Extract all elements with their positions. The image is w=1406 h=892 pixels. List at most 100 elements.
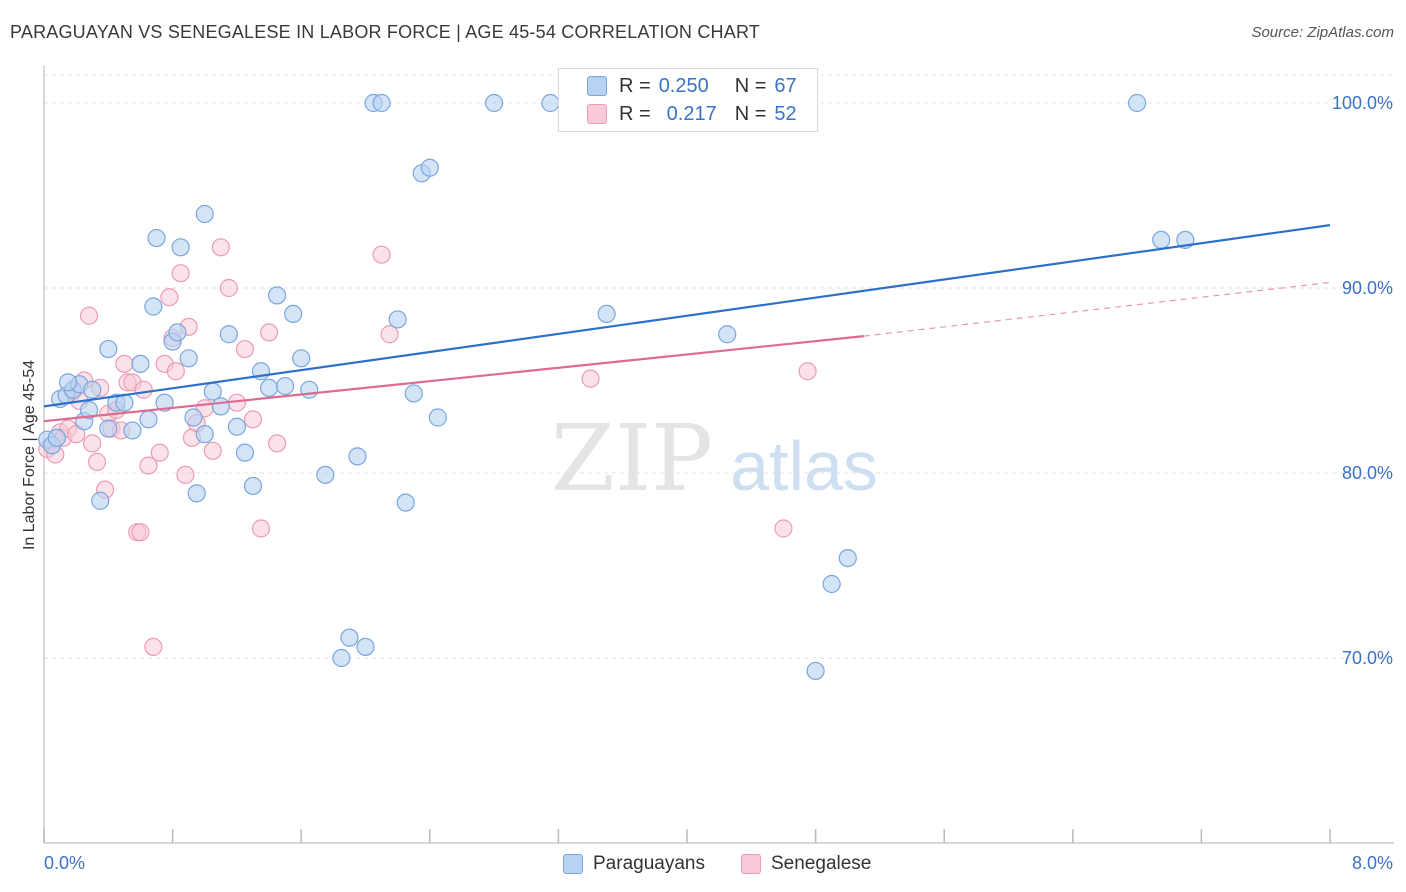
- grid-lines: [44, 74, 1394, 659]
- paraguayans-point: [91, 491, 110, 510]
- senegalese-point: [251, 519, 271, 538]
- senegalese-point: [160, 288, 179, 307]
- paraguayans-point: [420, 158, 439, 177]
- senegalese-point: [372, 245, 391, 264]
- paraguayans-point: [276, 376, 295, 396]
- y-tick-label: 80.0%: [1342, 463, 1393, 483]
- senegalese-point: [79, 306, 99, 325]
- paraguayans-point: [139, 410, 158, 429]
- bottom-legend-swatch-paraguayans: [563, 854, 583, 874]
- paraguayans-point: [123, 421, 142, 440]
- paraguayans-point: [144, 297, 163, 316]
- legend-row-paraguayans: R = 0.250 N = 67: [587, 73, 797, 99]
- paraguayans-point: [485, 93, 504, 113]
- paraguayans-point: [179, 349, 198, 368]
- paraguayans-point: [79, 401, 99, 420]
- paraguayans-point: [597, 304, 616, 323]
- senegalese-point: [144, 637, 163, 657]
- paraguayans-point: [195, 425, 214, 444]
- paraguayans-point: [316, 465, 335, 484]
- watermark-atlas: atlas: [730, 427, 878, 505]
- paraguayans-point: [348, 447, 367, 466]
- senegalese-point: [150, 443, 169, 462]
- bottom-legend-senegalese: Senegalese: [741, 852, 871, 876]
- paraguayans-point: [372, 93, 391, 113]
- watermark-zip: ZIP: [551, 405, 713, 512]
- paraguayans-point: [292, 349, 311, 368]
- paraguayans-point: [356, 637, 375, 657]
- legend-r-value: 0.217: [666, 102, 717, 125]
- x-tick-label: 8.0%: [1352, 853, 1393, 873]
- paraguayans-point: [1127, 93, 1147, 113]
- paraguayans-point: [147, 228, 166, 248]
- senegalese-point: [87, 452, 107, 471]
- legend-r-label: R =: [619, 74, 651, 97]
- senegalese-trend-line: [43, 335, 864, 423]
- paraguayans-point: [131, 354, 150, 373]
- paraguayans-point: [168, 323, 187, 342]
- senegalese-point: [774, 519, 793, 538]
- paraguayans-point: [83, 380, 102, 399]
- senegalese-point: [581, 369, 600, 388]
- legend-n-value: 52: [774, 102, 797, 125]
- paraguayans-point: [332, 648, 351, 668]
- tick-labels: 70.0% 80.0% 90.0% 100.0% 0.0% 8.0%: [44, 93, 1393, 873]
- senegalese-point: [380, 325, 399, 344]
- paraguayans-point: [806, 661, 825, 681]
- paraguayans-point: [838, 548, 857, 568]
- senegalese-point: [83, 434, 102, 453]
- paraguayans-point: [404, 384, 423, 403]
- senegalese-point: [166, 362, 185, 381]
- paraguayans-point: [99, 339, 118, 359]
- senegalese-point: [267, 434, 287, 453]
- y-axis-label: In Labor Force | Age 45-54: [21, 360, 38, 550]
- trend-lines: [43, 224, 1331, 423]
- paraguayans-point: [219, 325, 238, 344]
- paraguayans-point: [195, 204, 214, 224]
- senegalese-point: [203, 441, 222, 460]
- senegalese-point: [134, 380, 153, 399]
- senegalese-point: [259, 323, 279, 342]
- legend-row-senegalese: R = 0.217 N = 52: [587, 101, 797, 127]
- chart-title: PARAGUAYAN VS SENEGALESE IN LABOR FORCE …: [10, 22, 761, 42]
- source-label: Source: ZipAtlas.com: [1251, 24, 1394, 41]
- bottom-legend-paraguayans: Paraguayans: [563, 852, 705, 876]
- senegalese-point: [115, 354, 134, 373]
- senegalese-point: [219, 278, 238, 298]
- bottom-legend-swatch-senegalese: [741, 854, 761, 874]
- legend-n-value: 67: [774, 74, 797, 97]
- paraguayans-point: [155, 393, 174, 412]
- senegalese-trend-extension: [863, 281, 1331, 337]
- paraguayans-point: [388, 310, 407, 329]
- senegalese-point: [171, 264, 190, 283]
- paraguayans-trend-line: [43, 224, 1331, 408]
- senegalese-point: [211, 238, 230, 257]
- paraguayans-point: [235, 443, 255, 462]
- paraguayans-point: [259, 378, 279, 397]
- paraguayans-point: [284, 304, 303, 323]
- paraguayans-point: [541, 93, 560, 113]
- legend-r-label: R =: [619, 102, 651, 125]
- paraguayans-point: [822, 574, 841, 594]
- senegalese-point: [139, 456, 158, 475]
- paraguayans-point: [396, 493, 415, 512]
- senegalese-point: [798, 362, 817, 381]
- senegalese-point: [176, 465, 195, 484]
- senegalese-point: [235, 339, 255, 359]
- paraguayans-point: [184, 408, 203, 427]
- paraguayans-point: [99, 419, 118, 438]
- paraguayans-point: [211, 397, 230, 416]
- stats-legend: R = 0.250 N = 67 R = 0.217 N = 52: [558, 68, 818, 132]
- paraguayans-point: [171, 238, 190, 257]
- paraguayans-point: [1152, 230, 1171, 249]
- legend-r-value: 0.250: [658, 74, 709, 97]
- senegalese-point: [67, 425, 86, 444]
- legend-swatch-senegalese: [587, 104, 607, 124]
- y-tick-label: 100.0%: [1332, 93, 1393, 113]
- senegalese-point: [131, 523, 150, 542]
- y-tick-label: 90.0%: [1342, 278, 1393, 298]
- y-tick-label: 70.0%: [1342, 648, 1393, 668]
- paraguayans-point: [59, 373, 78, 392]
- paraguayans-point: [428, 408, 447, 427]
